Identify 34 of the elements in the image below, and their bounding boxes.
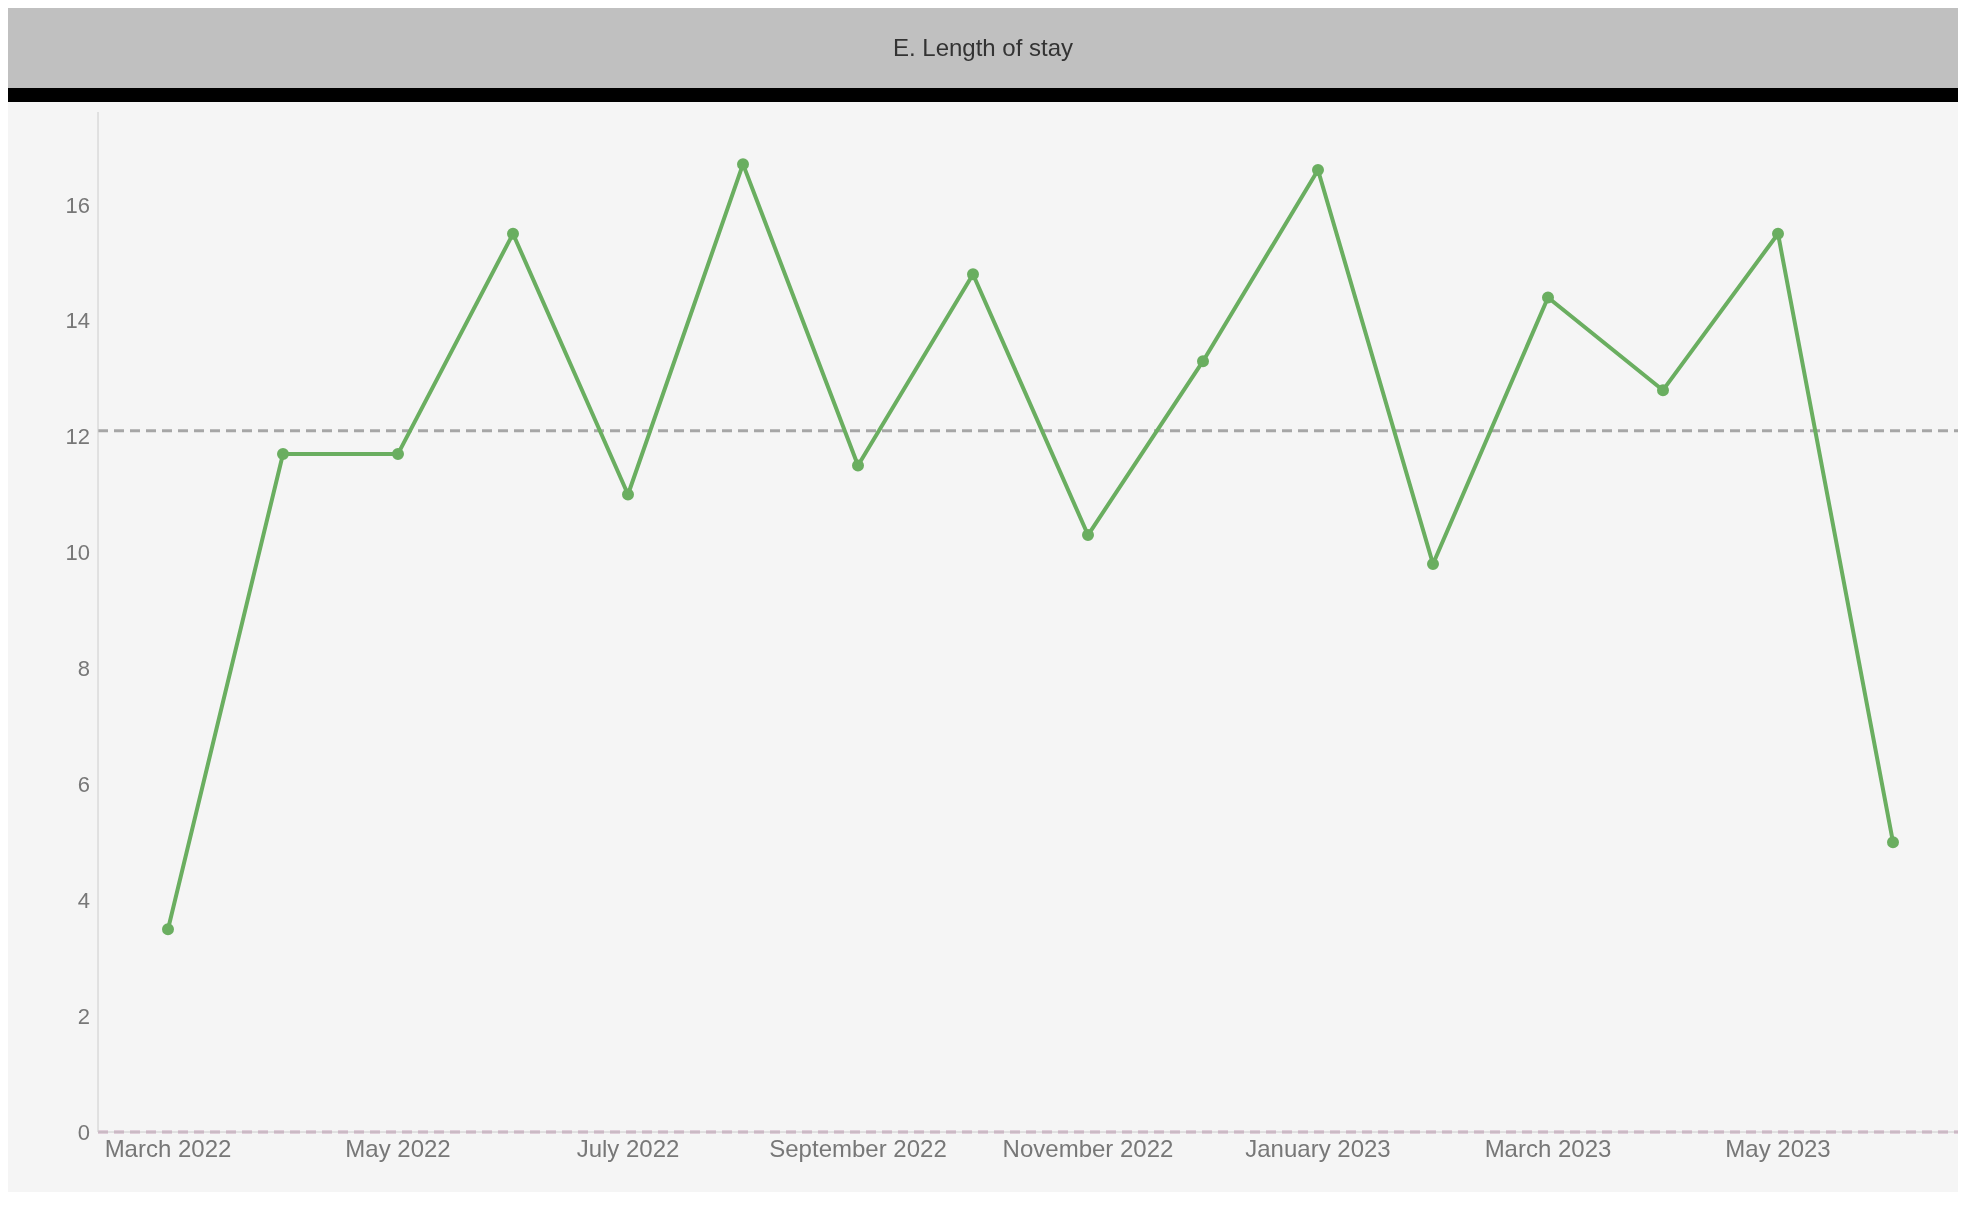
y-tick-label: 8 xyxy=(77,656,90,682)
point xyxy=(1657,384,1669,397)
y-tick-label: 16 xyxy=(65,192,90,218)
point xyxy=(967,268,979,281)
x-tick-label: March 2022 xyxy=(104,1135,232,1163)
point xyxy=(852,459,864,472)
point xyxy=(1197,355,1209,368)
chart-title: E. Length of stay xyxy=(892,34,1074,62)
x-tick-label: May 2023 xyxy=(1725,1135,1831,1163)
point xyxy=(622,488,634,501)
point xyxy=(392,447,404,460)
point xyxy=(162,923,174,936)
point xyxy=(507,227,519,240)
y-tick-label: 0 xyxy=(77,1119,90,1145)
y-tick-label: 2 xyxy=(77,1003,90,1029)
point xyxy=(1887,836,1899,849)
y-tick-label: 4 xyxy=(77,887,90,913)
y-tick-label: 6 xyxy=(77,772,90,798)
point xyxy=(1427,558,1439,571)
x-tick-label: September 2022 xyxy=(769,1135,947,1163)
point xyxy=(1312,163,1324,176)
point xyxy=(1772,227,1784,240)
point xyxy=(1082,529,1094,542)
x-tick-label: March 2023 xyxy=(1484,1135,1612,1163)
y-tick-label: 14 xyxy=(65,308,90,334)
x-tick-label: January 2023 xyxy=(1245,1135,1391,1163)
y-tick-label: 12 xyxy=(65,424,90,450)
point xyxy=(1542,291,1554,304)
x-tick-label: May 2022 xyxy=(345,1135,451,1163)
point xyxy=(277,447,289,460)
y-tick-label: 10 xyxy=(65,540,90,566)
x-tick-label: November 2022 xyxy=(1002,1135,1174,1163)
point xyxy=(737,158,749,171)
x-tick-label: July 2022 xyxy=(576,1135,680,1163)
